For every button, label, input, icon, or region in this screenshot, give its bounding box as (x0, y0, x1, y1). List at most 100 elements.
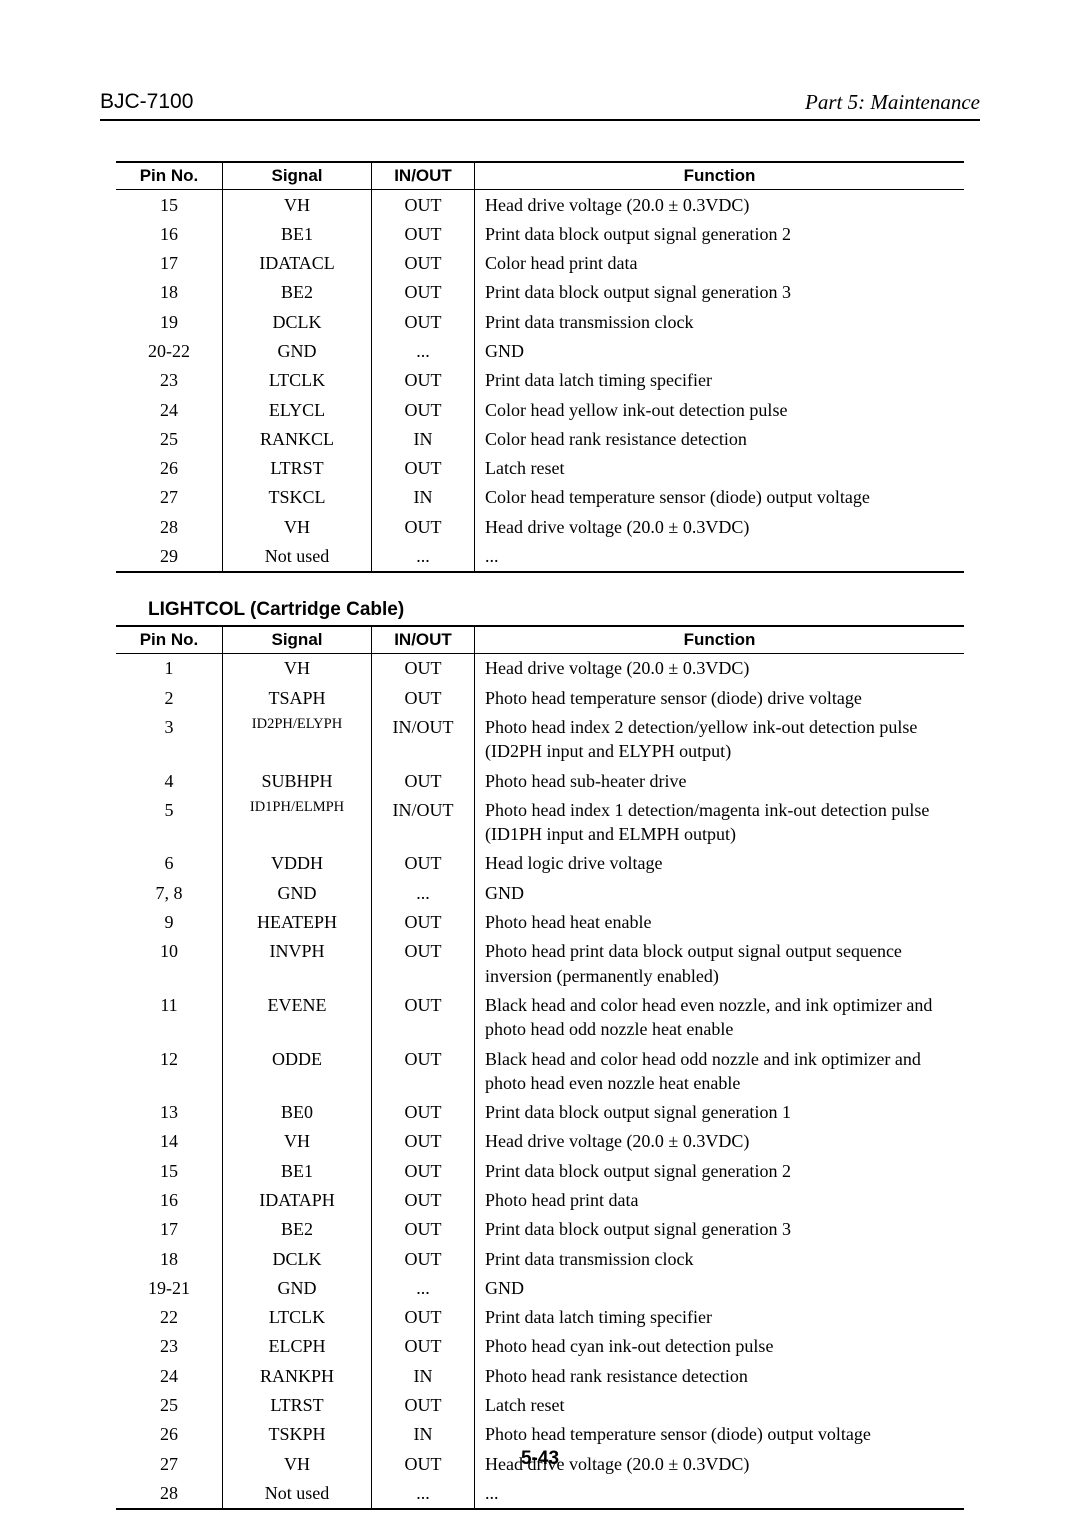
cell-signal: ODDE (223, 1044, 372, 1098)
cell-signal: ID1PH/ELMPH (223, 795, 372, 849)
cell-pin: 28 (116, 512, 223, 541)
cell-function: Head logic drive voltage (475, 849, 965, 878)
cell-function: Print data block output signal generatio… (475, 1215, 965, 1244)
cell-signal: LTRST (223, 1391, 372, 1420)
cell-function: Photo head temperature sensor (diode) ou… (475, 1420, 965, 1449)
table-row: 17IDATACLOUTColor head print data (116, 249, 964, 278)
cell-inout: OUT (372, 653, 475, 683)
col-header-signal: Signal (223, 626, 372, 654)
cell-inout: OUT (372, 990, 475, 1044)
cell-inout: OUT (372, 683, 475, 712)
cell-signal: RANKCL (223, 424, 372, 453)
col-header-func: Function (475, 162, 965, 190)
cell-signal: INVPH (223, 937, 372, 991)
cell-signal: DCLK (223, 307, 372, 336)
cell-signal: EVENE (223, 990, 372, 1044)
cell-signal: IDATACL (223, 249, 372, 278)
page-header: BJC-7100 Part 5: Maintenance (100, 90, 980, 121)
cell-signal: ELCPH (223, 1332, 372, 1361)
cell-signal: VH (223, 1127, 372, 1156)
cell-function: ... (475, 1478, 965, 1508)
cell-inout: OUT (372, 1303, 475, 1332)
cell-signal: DCLK (223, 1244, 372, 1273)
cell-pin: 18 (116, 278, 223, 307)
cell-pin: 15 (116, 1156, 223, 1185)
table-row: 29Not used...... (116, 542, 964, 572)
cell-function: Print data transmission clock (475, 1244, 965, 1273)
table-row: 16BE1OUTPrint data block output signal g… (116, 219, 964, 248)
section-title: Part 5: Maintenance (805, 90, 980, 115)
table-row: 28VHOUTHead drive voltage (20.0 ± 0.3VDC… (116, 512, 964, 541)
cell-inout: IN/OUT (372, 795, 475, 849)
table-row: 13BE0OUTPrint data block output signal g… (116, 1098, 964, 1127)
cell-inout: OUT (372, 1186, 475, 1215)
cell-function: Photo head sub-heater drive (475, 766, 965, 795)
cell-signal: IDATAPH (223, 1186, 372, 1215)
cell-function: Print data block output signal generatio… (475, 1098, 965, 1127)
table-row: 4SUBHPHOUTPhoto head sub-heater drive (116, 766, 964, 795)
cell-pin: 22 (116, 1303, 223, 1332)
table-row: 23ELCPHOUTPhoto head cyan ink-out detect… (116, 1332, 964, 1361)
table-row: 25RANKCLINColor head rank resistance det… (116, 424, 964, 453)
cell-pin: 10 (116, 937, 223, 991)
table-row: 15VHOUTHead drive voltage (20.0 ± 0.3VDC… (116, 190, 964, 220)
col-header-inout: IN/OUT (372, 626, 475, 654)
cell-function: Photo head cyan ink-out detection pulse (475, 1332, 965, 1361)
cell-signal: HEATEPH (223, 908, 372, 937)
table: Pin No. Signal IN/OUT Function 15VHOUTHe… (116, 161, 964, 573)
table-row: 18DCLKOUTPrint data transmission clock (116, 1244, 964, 1273)
table-row: 27TSKCLINColor head temperature sensor (… (116, 483, 964, 512)
table-row: 9HEATEPHOUTPhoto head heat enable (116, 908, 964, 937)
cell-inout: ... (372, 1478, 475, 1508)
cell-function: Color head yellow ink-out detection puls… (475, 395, 965, 424)
cell-inout: OUT (372, 395, 475, 424)
cell-inout: IN (372, 424, 475, 453)
cell-inout: OUT (372, 219, 475, 248)
table-row: 28Not used...... (116, 1478, 964, 1508)
cell-pin: 17 (116, 1215, 223, 1244)
cell-signal: Not used (223, 1478, 372, 1508)
cell-pin: 24 (116, 395, 223, 424)
cell-function: ... (475, 542, 965, 572)
cell-signal: TSAPH (223, 683, 372, 712)
cell-inout: OUT (372, 1156, 475, 1185)
cell-inout: OUT (372, 190, 475, 220)
cell-pin: 25 (116, 424, 223, 453)
cell-signal: LTCLK (223, 366, 372, 395)
cell-pin: 23 (116, 366, 223, 395)
cell-pin: 25 (116, 1391, 223, 1420)
cell-function: Photo head print data (475, 1186, 965, 1215)
cell-function: Print data block output signal generatio… (475, 219, 965, 248)
cell-pin: 28 (116, 1478, 223, 1508)
cell-signal: TSKPH (223, 1420, 372, 1449)
cell-inout: OUT (372, 937, 475, 991)
table-row: 10INVPHOUTPhoto head print data block ou… (116, 937, 964, 991)
cell-inout: OUT (372, 849, 475, 878)
cell-signal: TSKCL (223, 483, 372, 512)
cell-function: Print data block output signal generatio… (475, 278, 965, 307)
cell-function: Black head and color head odd nozzle and… (475, 1044, 965, 1098)
cell-signal: ID2PH/ELYPH (223, 712, 372, 766)
cell-inout: OUT (372, 249, 475, 278)
cell-pin: 9 (116, 908, 223, 937)
cell-inout: IN (372, 1420, 475, 1449)
cell-inout: OUT (372, 1244, 475, 1273)
cell-signal: BE0 (223, 1098, 372, 1127)
cell-pin: 17 (116, 249, 223, 278)
cell-inout: OUT (372, 1332, 475, 1361)
cell-signal: GND (223, 1273, 372, 1302)
col-header-pin: Pin No. (116, 162, 223, 190)
cell-inout: ... (372, 1273, 475, 1302)
cell-signal: LTRST (223, 454, 372, 483)
cell-inout: OUT (372, 278, 475, 307)
cell-function: Photo head print data block output signa… (475, 937, 965, 991)
cell-function: Latch reset (475, 1391, 965, 1420)
cell-function: Head drive voltage (20.0 ± 0.3VDC) (475, 1127, 965, 1156)
cell-function: GND (475, 878, 965, 907)
table-row: 24RANKPHINPhoto head rank resistance det… (116, 1361, 964, 1390)
cell-pin: 29 (116, 542, 223, 572)
cell-inout: OUT (372, 307, 475, 336)
cell-signal: VH (223, 190, 372, 220)
cell-signal: BE2 (223, 278, 372, 307)
cell-inout: ... (372, 878, 475, 907)
